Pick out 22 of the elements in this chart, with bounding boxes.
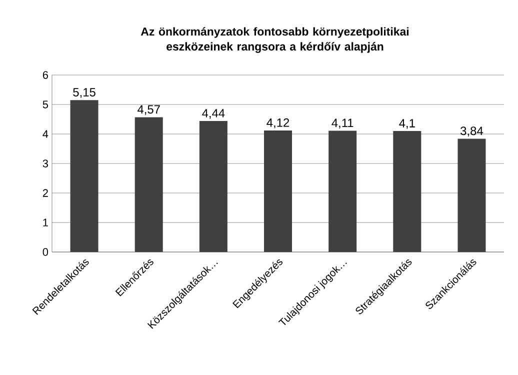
bar	[328, 130, 357, 252]
data-label: 5,15	[73, 88, 96, 98]
data-label: 3,84	[460, 126, 483, 137]
data-label: 4,1	[399, 119, 415, 129]
data-label: 4,57	[138, 105, 160, 115]
data-label: 4,12	[266, 118, 290, 128]
bar	[264, 130, 292, 252]
y-tick-label: 4	[42, 130, 48, 138]
bar	[70, 100, 98, 252]
y-tick-label: 3	[42, 160, 48, 168]
y-tick-label: 0	[42, 248, 48, 256]
y-tick-label: 6	[42, 71, 48, 79]
y-tick-label: 2	[42, 189, 48, 197]
data-label: 4,11	[332, 118, 354, 129]
data-label: 4,44	[202, 109, 225, 119]
bar	[134, 117, 163, 252]
chart-title: Az önkormányzatok fontosabb környezetpolitikai eszközeinek rangsora a kérdőív alapján	[140, 27, 409, 53]
bar	[458, 138, 486, 252]
y-tick-label: 1	[43, 218, 48, 226]
bar	[393, 131, 422, 252]
bar	[199, 121, 228, 252]
y-tick-label: 5	[42, 100, 48, 108]
